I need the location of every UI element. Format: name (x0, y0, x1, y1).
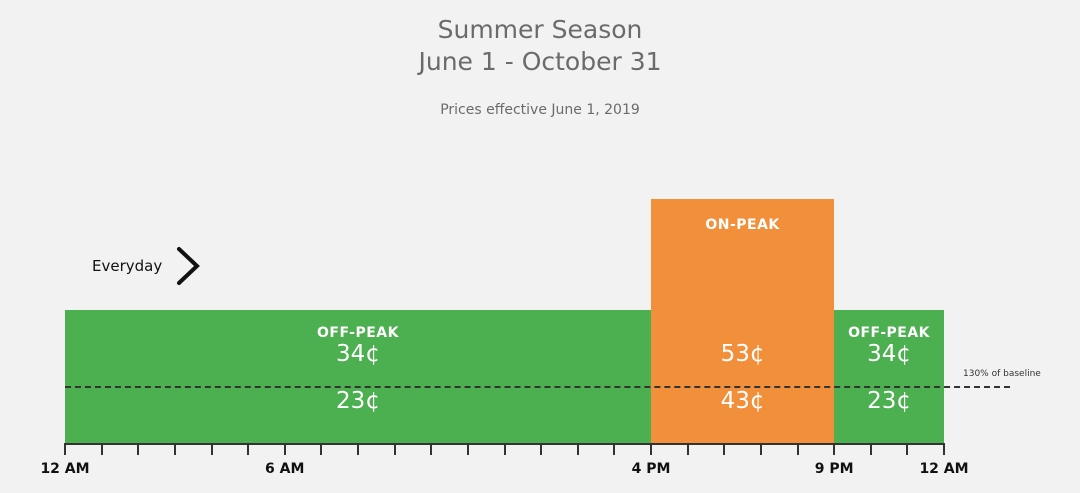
price-high: 34¢ (867, 341, 912, 367)
axis-tick (137, 443, 140, 455)
axis-tick (247, 443, 250, 455)
axis-tick (576, 443, 579, 455)
day-label: Everyday (92, 257, 163, 275)
tick-label: 12 AM (919, 461, 969, 477)
period-label: OFF-PEAK (848, 325, 931, 341)
tick-label: 6 AM (265, 461, 305, 477)
axis-tick (430, 443, 433, 455)
period-label: ON-PEAK (705, 217, 780, 233)
axis-tick (723, 443, 726, 455)
axis-tick (283, 443, 286, 455)
price-high: 53¢ (720, 341, 765, 367)
price-low: 23¢ (336, 388, 380, 414)
axis-tick (759, 443, 762, 455)
axis-tick (320, 443, 323, 455)
axis-tick (100, 443, 103, 455)
period-bar-1: ON-PEAK 53¢ 43¢ (651, 199, 835, 443)
axis-tick (540, 443, 543, 455)
tick-label: 9 PM (814, 461, 854, 477)
axis-tick (796, 443, 799, 455)
axis-tick (869, 443, 872, 455)
axis-tick (357, 443, 359, 455)
chart-subtitle: June 1 - October 31 (418, 47, 662, 76)
axis-tick (393, 443, 396, 455)
axis-tick (173, 443, 176, 455)
axis-tick (686, 443, 689, 455)
prices-note: Prices effective June 1, 2019 (440, 102, 640, 118)
axis-tick (943, 443, 945, 455)
baseline-label: 130% of baseline (963, 369, 1041, 379)
tick-label: 4 PM (631, 461, 671, 477)
price-low: 43¢ (720, 388, 765, 414)
baseline-line (65, 386, 1010, 388)
axis-tick (64, 443, 66, 455)
axis-tick (650, 443, 652, 455)
chevron-right-icon (177, 247, 200, 285)
price-high: 34¢ (336, 341, 380, 367)
period-bar-2: OFF-PEAK 34¢ 23¢ (834, 310, 944, 443)
tick-label: 12 AM (40, 461, 90, 477)
axis-tick (613, 443, 616, 455)
axis-tick (906, 443, 909, 455)
axis-tick (833, 443, 836, 455)
period-label: OFF-PEAK (317, 325, 399, 341)
axis-tick (210, 443, 213, 455)
axis-tick (503, 443, 506, 455)
chart-title: Summer Season (437, 15, 643, 44)
price-low: 23¢ (867, 388, 912, 414)
axis-tick (466, 443, 469, 455)
period-bar-0: OFF-PEAK 34¢ 23¢ (65, 310, 651, 443)
